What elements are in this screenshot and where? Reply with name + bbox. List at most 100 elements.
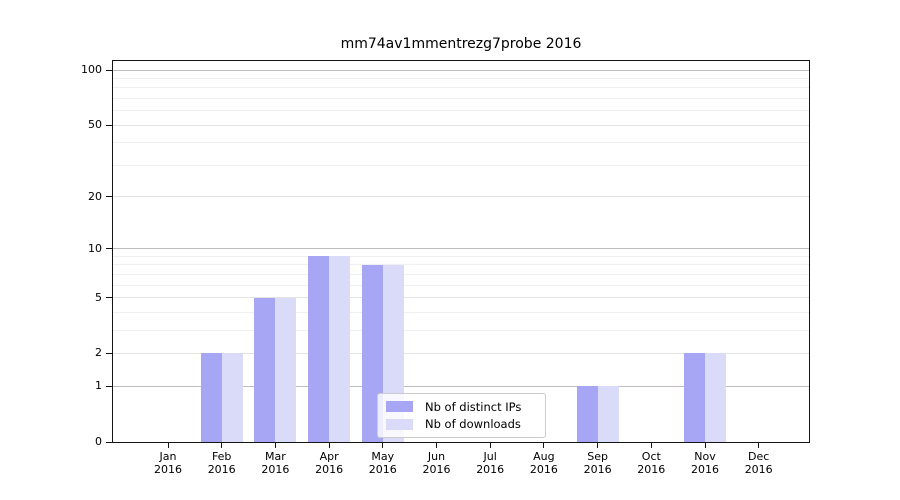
x-tick-month: Apr: [319, 450, 339, 463]
x-tick-year: 2016: [315, 463, 344, 476]
x-tick-year: 2016: [207, 463, 236, 476]
bar-nov-ips: [684, 353, 705, 442]
x-tick-year: 2016: [261, 463, 290, 476]
legend-item: Nb of downloads: [386, 417, 537, 431]
gridline: [113, 110, 809, 112]
x-tick: [221, 442, 223, 448]
bar-mar-downloads: [275, 297, 297, 442]
gridline: [113, 124, 809, 126]
gridline: [113, 385, 809, 387]
x-tick-month: Nov: [694, 450, 716, 463]
legend-label: Nb of downloads: [425, 417, 521, 432]
x-tick: [382, 442, 384, 448]
x-tick: [328, 442, 330, 448]
legend-item: Nb of distinct IPs: [386, 400, 537, 414]
x-tick-month: May: [371, 450, 395, 463]
x-tick-year: 2016: [583, 463, 612, 476]
gridline: [113, 297, 809, 299]
legend: Nb of distinct IPs Nb of downloads: [377, 393, 546, 438]
x-tick-month: Aug: [533, 450, 555, 463]
x-tick-month: Oct: [641, 450, 661, 463]
bar-feb-downloads: [221, 353, 243, 442]
x-tick-label-oct: Oct 2016: [624, 450, 678, 476]
bar-mar-ips: [254, 297, 276, 442]
gridline: [113, 264, 809, 266]
y-tick-label: 1: [95, 379, 102, 393]
legend-swatch-icon: [386, 418, 413, 430]
y-tick: [106, 69, 112, 71]
x-tick-year: 2016: [637, 463, 666, 476]
x-tick-year: 2016: [691, 463, 719, 476]
x-tick-month: Mar: [265, 450, 286, 463]
y-tick-label: 10: [88, 241, 102, 255]
gridline: [113, 97, 809, 99]
x-tick-year: 2016: [422, 463, 451, 476]
x-tick-month: Jan: [159, 450, 177, 463]
x-tick-label-sep: Sep 2016: [571, 450, 625, 476]
bar-nov-downloads: [705, 353, 726, 442]
x-tick-year: 2016: [368, 463, 397, 476]
x-tick: [597, 442, 599, 448]
bar-apr-ips: [308, 256, 330, 442]
x-tick-month: Feb: [211, 450, 232, 463]
gridline: [113, 164, 809, 166]
gridline: [113, 142, 809, 144]
plot-area: Nb of distinct IPs Nb of downloads: [112, 60, 810, 443]
x-tick-label-nov: Nov 2016: [678, 450, 732, 476]
gridline: [113, 196, 809, 198]
gridline: [113, 87, 809, 89]
bar-feb-ips: [200, 353, 222, 442]
x-tick-label-apr: Apr 2016: [302, 450, 356, 476]
x-tick-label-jun: Jun 2016: [410, 450, 464, 476]
gridline: [113, 311, 809, 313]
x-tick-label-may: May 2016: [356, 450, 410, 476]
y-tick-label: 2: [95, 346, 102, 360]
x-tick: [167, 442, 169, 448]
gridline: [113, 77, 809, 79]
gridline: [113, 248, 809, 250]
x-tick: [650, 442, 652, 448]
y-tick-label: 5: [95, 290, 102, 304]
y-tick-label: 0: [95, 435, 102, 448]
x-tick-label-mar: Mar 2016: [248, 450, 302, 476]
bar-sep-ips: [576, 386, 598, 442]
x-tick-year: 2016: [154, 463, 182, 476]
gridline: [113, 352, 809, 354]
x-tick: [436, 442, 437, 448]
x-tick-month: Sep: [587, 450, 608, 463]
bar-apr-downloads: [329, 256, 351, 442]
x-tick-label-jan: Jan 2016: [141, 450, 195, 476]
x-tick: [758, 442, 760, 448]
y-tick: [106, 248, 112, 250]
x-tick-month: Jun: [427, 450, 446, 463]
x-tick-month: Jul: [483, 450, 497, 463]
gridline: [113, 284, 809, 286]
x-tick-label-jul: Jul 2016: [463, 450, 517, 476]
x-tick-year: 2016: [476, 463, 505, 476]
y-tick: [106, 196, 112, 198]
y-tick-label: 20: [88, 189, 102, 203]
legend-swatch-icon: [386, 401, 413, 413]
bar-sep-downloads: [597, 386, 619, 442]
x-tick-label-feb: Feb 2016: [195, 450, 249, 476]
gridline: [113, 329, 809, 331]
gridline: [113, 69, 809, 71]
chart-title: mm74av1mmentrezg7probe 2016: [340, 36, 582, 52]
y-tick: [106, 441, 112, 443]
y-tick: [106, 385, 112, 387]
x-tick-year: 2016: [529, 463, 558, 476]
y-tick: [106, 297, 112, 299]
y-tick-label: 100: [81, 63, 102, 76]
y-tick: [106, 124, 112, 126]
x-tick-label-aug: Aug 2016: [517, 450, 571, 476]
x-tick-label-dec: Dec 2016: [732, 450, 786, 476]
y-tick-label: 50: [88, 118, 102, 132]
x-tick-month: Dec: [748, 450, 770, 463]
gridline: [113, 273, 809, 275]
x-tick-year: 2016: [744, 463, 773, 476]
x-tick: [274, 442, 276, 448]
x-tick: [489, 442, 491, 448]
legend-label: Nb of distinct IPs: [425, 399, 522, 414]
x-tick: [704, 442, 706, 448]
